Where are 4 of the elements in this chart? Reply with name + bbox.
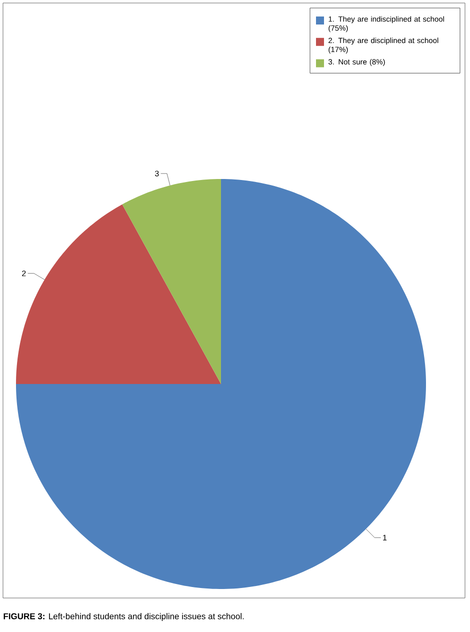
text: FIGURE 3: Left-behind students and discipline issues at school. [4, 613, 244, 621]
text: 3 [154, 170, 159, 176]
text: 2 [22, 270, 26, 276]
text: 1 [383, 534, 387, 540]
